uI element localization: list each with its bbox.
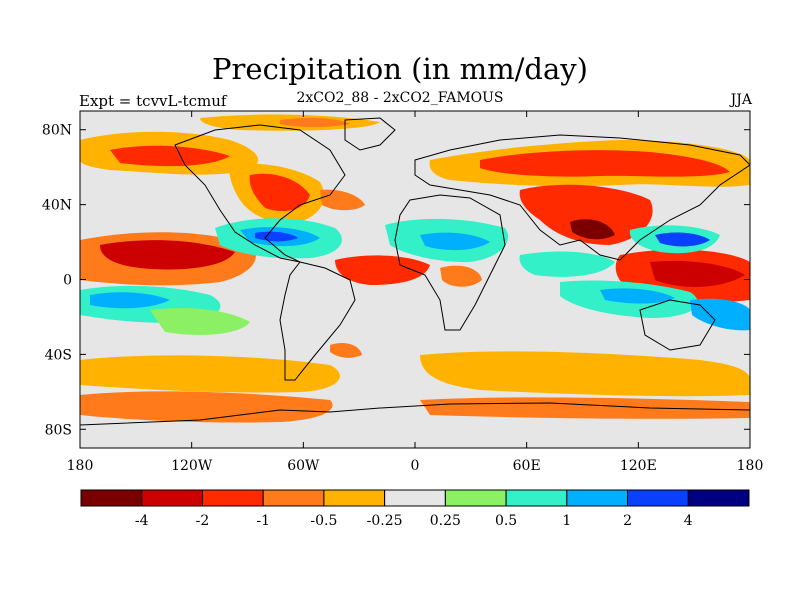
- colorbar-label: 0.25: [430, 513, 461, 529]
- map-field: [80, 111, 750, 448]
- region-dry-north-pacific-core: [110, 145, 230, 167]
- coast-africa: [394, 194, 506, 331]
- colorbar-label: -4: [135, 513, 149, 529]
- coast-antarctica: [80, 402, 750, 426]
- region-dry-eurasia-core: [480, 150, 730, 177]
- lat-tick-label: 80N: [42, 123, 72, 139]
- region-dry-tropical-atlantic: [335, 255, 430, 285]
- colorbar-swatch: [627, 489, 689, 507]
- colorbar-label: -0.5: [310, 513, 337, 529]
- region-wet-coral-sea: [690, 298, 750, 331]
- coast-australia: [639, 299, 716, 351]
- coast-north-america: [174, 124, 346, 263]
- lon-axis: 180 120W 60W 0 60E 120E 180: [67, 111, 764, 474]
- lat-tick-label: 80S: [45, 422, 72, 438]
- region-wet-indian-ocean: [519, 251, 615, 277]
- lat-tick-label: 40S: [45, 347, 72, 363]
- region-dry-north-atlantic: [320, 189, 365, 211]
- region-dry-west-pacific-core: [650, 260, 745, 287]
- region-wet-west-pacific-core: [655, 232, 710, 247]
- lat-tick-label: 0: [63, 273, 72, 289]
- lat-tick-label: 40N: [42, 198, 72, 214]
- coastlines: [80, 117, 750, 426]
- colorbar-label: -2: [196, 513, 210, 529]
- region-dry-tibet-core: [570, 219, 615, 240]
- region-dry-arctic-core: [280, 117, 350, 127]
- colorbar-swatch: [201, 489, 264, 507]
- region-dry-gulf-of-guinea: [440, 265, 482, 287]
- region-wet-south-pacific-core: [90, 292, 170, 309]
- colorbar-swatch: [444, 489, 507, 507]
- colorbar-label: 4: [684, 513, 693, 529]
- region-wet-sahel-core: [420, 232, 490, 251]
- region-wet-south-indian-core: [600, 288, 675, 304]
- colorbar-swatch: [505, 489, 568, 507]
- colorbar-swatch: [141, 489, 203, 507]
- colorbar-swatch: [80, 489, 143, 507]
- region-dry-southern-ocean-west: [80, 355, 340, 393]
- region-dry-north-america-core: [249, 173, 310, 212]
- colorbar-swatch: [566, 489, 629, 507]
- region-dry-central-asia: [519, 184, 653, 245]
- difference-label: 2xCO2_88 - 2xCO2_FAMOUS: [296, 90, 504, 106]
- season-label: JJA: [730, 92, 752, 108]
- lon-tick-label: 180: [737, 458, 764, 474]
- coast-greenland: [344, 117, 396, 151]
- map-title: Precipitation (in mm/day): [212, 52, 588, 86]
- region-wet-south-pacific-margin: [150, 308, 250, 335]
- region-dry-antarctic-margin: [420, 397, 750, 419]
- coast-eurasia: [414, 134, 750, 261]
- region-dry-southern-ocean-east: [420, 351, 750, 397]
- lon-tick-label: 180: [67, 458, 94, 474]
- colorbar-swatch: [687, 489, 750, 507]
- colorbar-swatch: [323, 489, 386, 507]
- lon-tick-label: 60W: [287, 458, 320, 474]
- lon-tick-label: 120E: [620, 458, 657, 474]
- lon-tick-label: 0: [411, 458, 420, 474]
- lon-tick-label: 120W: [171, 458, 213, 474]
- colorbar-label: -1: [256, 513, 270, 529]
- colorbar-label: 2: [623, 513, 632, 529]
- colorbar-label: 1: [562, 513, 571, 529]
- region-dry-south-atlantic: [330, 343, 362, 358]
- region-dry-southern-ocean-band: [80, 391, 333, 423]
- experiment-label: Expt = tcvvL-tcmuf: [79, 92, 227, 110]
- colorbar: -4 -2 -1 -0.5 -0.25 0.25 0.5 1 2 4: [80, 489, 750, 529]
- colorbar-label: -0.25: [367, 513, 403, 529]
- lat-axis: 80N 40N 0 40S 80S: [42, 123, 750, 438]
- coast-south-america: [279, 261, 356, 381]
- colorbar-swatch: [262, 489, 325, 507]
- colorbar-swatch: [384, 489, 446, 507]
- lon-tick-label: 60E: [513, 458, 541, 474]
- colorbar-label: 0.5: [495, 513, 517, 529]
- region-dry-tropical-pacific-core: [100, 240, 235, 270]
